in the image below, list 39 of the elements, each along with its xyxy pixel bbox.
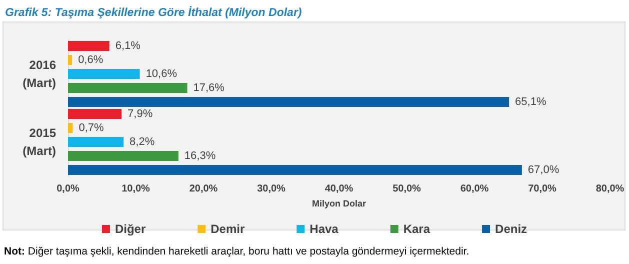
bar (68, 137, 124, 147)
bar (68, 151, 178, 161)
bar (68, 55, 72, 65)
data-label: 8,2% (130, 136, 155, 148)
data-label: 7,9% (128, 108, 153, 120)
data-label: 10,6% (146, 68, 178, 80)
y-tick-label: 2016 (Mart) (22, 58, 56, 90)
x-axis-title: Milyon Dolar (312, 198, 366, 208)
chart-title: Grafik 5: Taşıma Şekillerine Göre İthalat (Milyon Dolar) (5, 6, 302, 19)
data-label: 0,7% (78, 122, 104, 134)
x-tick-label: 70,0% (528, 184, 557, 194)
data-label: 0,6% (78, 54, 104, 66)
bar (68, 41, 110, 51)
x-tick-label: 0,0% (56, 184, 80, 194)
y-tick-label: 2015 (Mart) (22, 126, 56, 158)
legend-label: Diğer (114, 222, 146, 236)
bar (68, 97, 510, 107)
x-tick-label: 20,0% (189, 184, 218, 194)
bar (68, 109, 122, 119)
legend-label: Hava (310, 222, 339, 236)
x-tick-label: 30,0% (257, 184, 286, 194)
data-label: 6,1% (115, 40, 141, 52)
legend-label: Demir (210, 222, 245, 236)
legend-label: Deniz (495, 222, 528, 236)
x-tick-label: 10,0% (122, 184, 150, 194)
x-tick-label: 40,0% (324, 184, 354, 194)
data-label: 67,0% (528, 164, 560, 176)
bar (68, 123, 73, 133)
bar (68, 83, 188, 93)
legend-label: Kara (403, 222, 430, 236)
x-tick-label: 50,0% (392, 184, 422, 194)
text: Not: Diğer taşıma şekli, kendinden hareketli araçlar, boru hattı ve postayla göndermeyi içermektedir. (4, 246, 470, 258)
data-label: 17,6% (193, 82, 225, 94)
x-tick-label: 80,0% (596, 184, 624, 194)
bar (68, 165, 522, 175)
data-label: 65,1% (515, 96, 546, 108)
x-tick-label: 60,0% (460, 184, 489, 194)
data-label: 16,3% (184, 150, 216, 162)
bar (68, 69, 140, 79)
